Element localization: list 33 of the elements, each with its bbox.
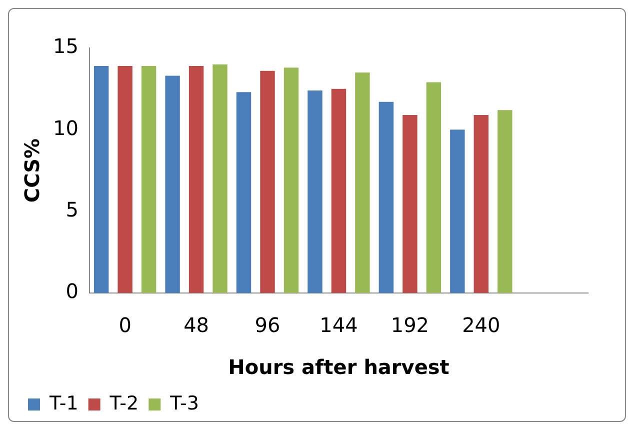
bar [474, 114, 489, 293]
y-axis-title: CCS% [20, 138, 44, 203]
bar [260, 70, 275, 293]
bar [118, 66, 132, 293]
x-axis-title: Hours after harvest [228, 355, 450, 380]
x-tick-label: 192 [390, 313, 430, 338]
y-tick-label: 0 [66, 279, 78, 304]
bar [378, 102, 394, 293]
bar [355, 72, 370, 293]
bar [426, 82, 442, 293]
legend-label: T-2 [108, 392, 139, 414]
y-tick-label: 10 [52, 116, 78, 140]
bar [236, 92, 252, 293]
legend-label: T-1 [48, 392, 78, 414]
y-tick-label: 15 [52, 34, 78, 58]
bar [450, 130, 465, 293]
bar [498, 110, 512, 293]
bar [284, 68, 299, 293]
bar [94, 66, 109, 293]
x-tick-label: 0 [118, 313, 132, 338]
bar [188, 66, 204, 293]
y-tick-label: 5 [66, 198, 78, 222]
bar [402, 114, 418, 293]
bar [212, 64, 228, 293]
x-tick-label: 96 [254, 313, 280, 338]
bar [331, 88, 346, 293]
bar [165, 76, 180, 293]
x-tick-label: 48 [184, 313, 210, 338]
x-tick-label: 240 [462, 313, 500, 338]
bar [308, 90, 322, 293]
bar [141, 66, 156, 293]
x-tick-label: 144 [320, 313, 358, 338]
legend-label: T-3 [169, 392, 199, 414]
